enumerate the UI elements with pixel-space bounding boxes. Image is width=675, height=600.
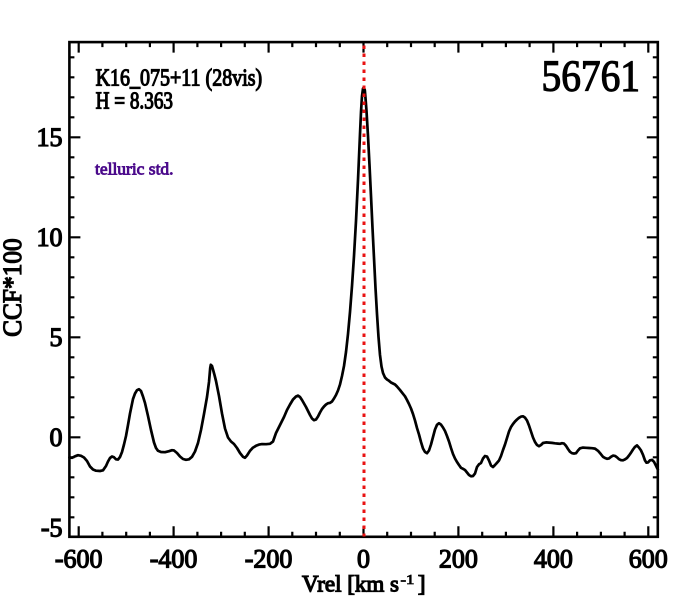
svg-text:-600: -600 <box>55 545 103 574</box>
svg-text:Vrel [km s: Vrel [km s <box>302 572 399 597</box>
svg-text:]: ] <box>418 572 426 598</box>
svg-text:600: 600 <box>629 545 668 574</box>
svg-text:-400: -400 <box>150 545 198 574</box>
svg-text:-200: -200 <box>245 545 293 574</box>
svg-text:15: 15 <box>37 123 63 152</box>
svg-text:0: 0 <box>357 545 370 574</box>
svg-text:CCF*100: CCF*100 <box>0 238 27 337</box>
svg-text:400: 400 <box>534 545 573 574</box>
svg-text:-5: -5 <box>41 513 63 542</box>
svg-text:K16_075+11 (28vis): K16_075+11 (28vis) <box>96 65 263 91</box>
svg-text:telluric std.: telluric std. <box>95 159 174 178</box>
svg-text:0: 0 <box>50 423 63 452</box>
svg-text:H = 8.363: H = 8.363 <box>96 88 173 114</box>
svg-text:56761: 56761 <box>542 52 641 101</box>
svg-text:10: 10 <box>37 223 63 252</box>
svg-text:5: 5 <box>50 323 63 352</box>
svg-text:200: 200 <box>439 545 478 574</box>
svg-text:-1: -1 <box>401 573 415 588</box>
